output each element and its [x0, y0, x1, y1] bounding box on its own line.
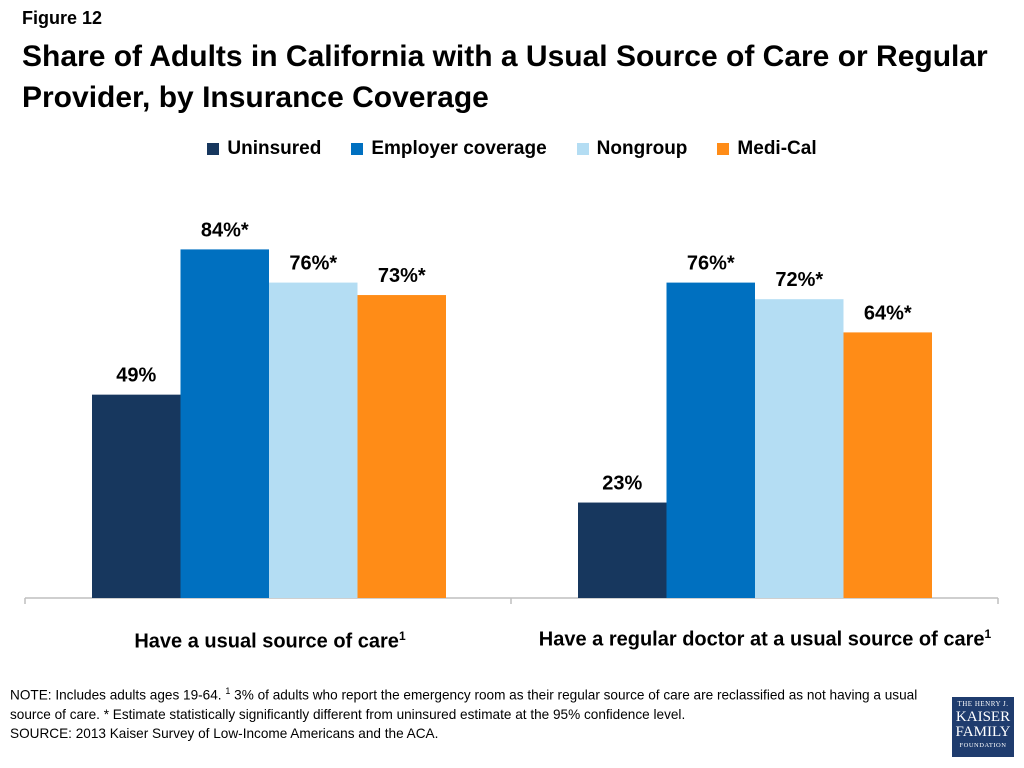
note-superscript: 1 — [225, 686, 231, 696]
bar — [357, 295, 446, 598]
data-label: 64%* — [864, 302, 912, 324]
bar — [843, 332, 932, 598]
legend-item-medi-cal: Medi-Cal — [717, 138, 817, 160]
legend-swatch — [717, 143, 730, 155]
category-label-usual-source: Have a usual source of care1 — [40, 622, 500, 656]
legend-item-employer: Employer coverage — [351, 138, 547, 160]
legend: Uninsured Employer coverage Nongroup Med… — [0, 138, 1024, 160]
data-label: 49% — [116, 365, 156, 387]
category-label-regular-doctor: Have a regular doctor at a usual source … — [530, 620, 1000, 654]
legend-label: Medi-Cal — [737, 138, 817, 159]
data-label: 23% — [602, 473, 642, 495]
bar-chart: 49% 84%* 76%* 73%* 23% 76%* 72%* 64%* — [24, 219, 999, 604]
category-text: Have a usual source of care — [134, 630, 399, 653]
logo-line: FOUNDATION — [959, 742, 1007, 749]
legend-label: Nongroup — [596, 138, 688, 159]
legend-label: Uninsured — [227, 138, 322, 159]
chart-title: Share of Adults in California with a Usu… — [22, 40, 988, 114]
data-label: 73%* — [378, 265, 426, 287]
legend-swatch — [207, 143, 220, 155]
data-label: 84%* — [201, 219, 249, 241]
source-text: SOURCE: 2013 Kaiser Survey of Low-Income… — [10, 725, 439, 741]
legend-item-uninsured: Uninsured — [207, 138, 321, 160]
footnote: NOTE: Includes adults ages 19-64. 1 3% o… — [10, 682, 925, 743]
category-superscript: 1 — [984, 627, 992, 641]
note-prefix: NOTE: Includes adults ages 19-64. — [10, 687, 226, 703]
category-superscript: 1 — [398, 629, 406, 643]
legend-label: Employer coverage — [371, 138, 547, 159]
bar — [92, 394, 181, 598]
logo-line: FAMILY — [955, 724, 1011, 740]
legend-swatch — [576, 143, 589, 155]
data-label: 72%* — [775, 269, 823, 291]
kaiser-logo: THE HENRY J. KAISER FAMILY FOUNDATION — [952, 697, 1014, 757]
note-text: 3% of adults who report the emergency ro… — [10, 687, 918, 722]
logo-line: KAISER — [955, 709, 1011, 725]
logo-line: THE HENRY J. — [957, 700, 1009, 708]
data-label: 76%* — [289, 253, 337, 275]
bar — [578, 502, 667, 598]
category-text: Have a regular doctor at a usual source … — [538, 628, 985, 651]
bar — [269, 282, 358, 598]
legend-item-nongroup: Nongroup — [576, 138, 688, 160]
bar — [180, 249, 269, 598]
bar — [755, 299, 844, 598]
legend-swatch — [351, 143, 364, 155]
figure-label: Figure 12 — [22, 8, 103, 28]
bar — [666, 282, 755, 598]
data-label: 76%* — [687, 253, 735, 275]
